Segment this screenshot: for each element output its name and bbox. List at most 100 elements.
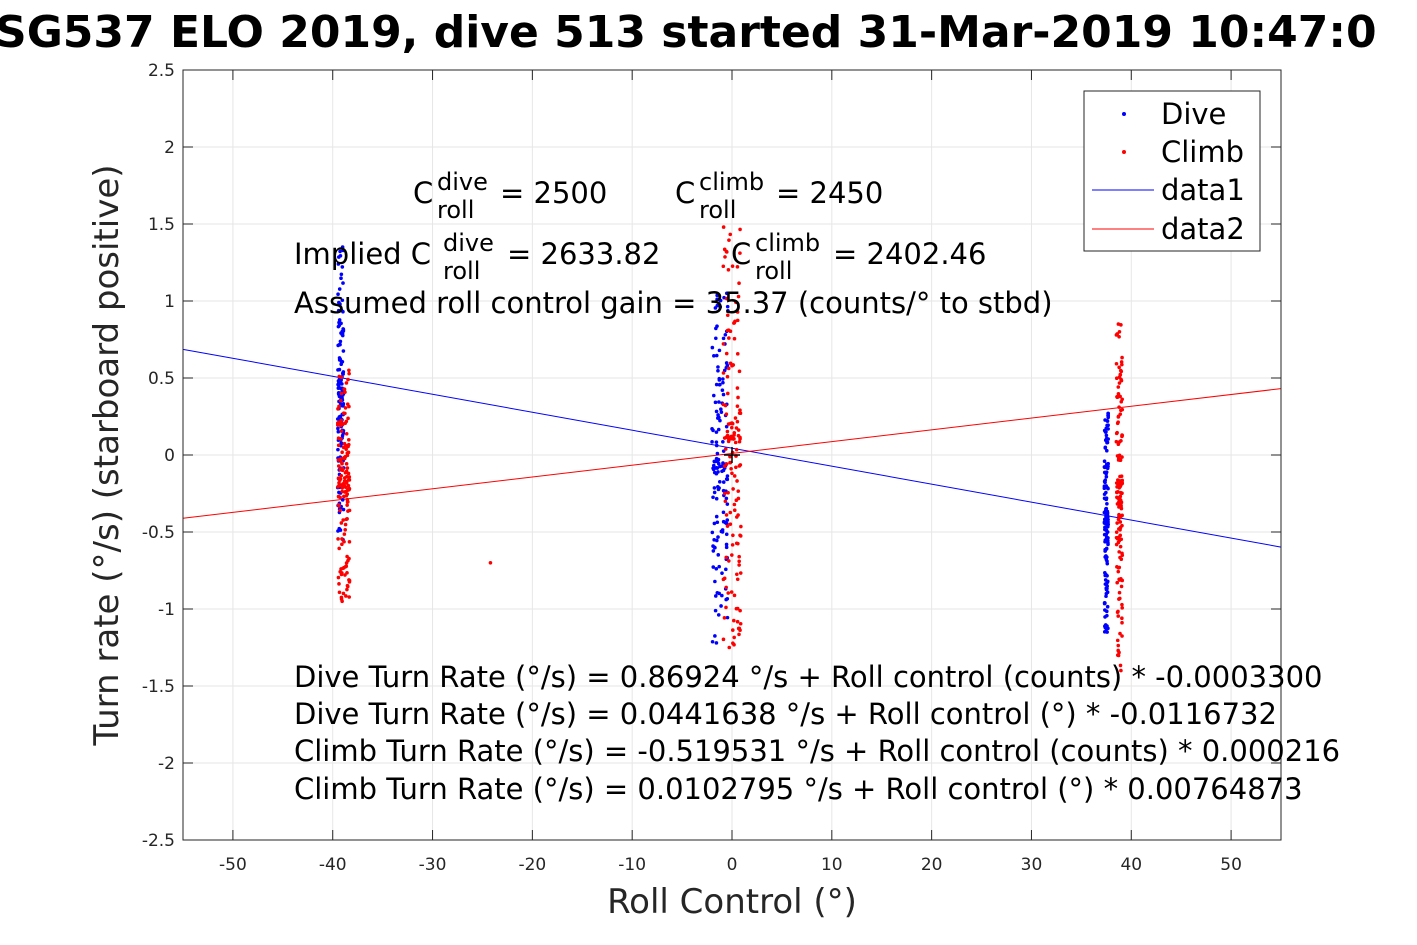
point-climb <box>1118 663 1123 668</box>
point-climb <box>341 591 346 596</box>
legend-label-data2: data2 <box>1161 212 1245 246</box>
point-dive <box>724 545 729 550</box>
point-climb <box>732 502 737 507</box>
point-dive <box>715 520 720 525</box>
point-climb <box>336 407 340 411</box>
point-dive <box>716 484 720 489</box>
point-dive <box>1106 522 1110 527</box>
point-climb <box>346 509 350 513</box>
point-dive <box>1104 490 1108 495</box>
point-dive <box>714 459 719 464</box>
point-dive <box>1105 624 1109 628</box>
point-dive <box>720 571 724 575</box>
point-climb <box>724 250 729 254</box>
point-dive <box>341 349 346 353</box>
point-climb <box>340 537 344 541</box>
point-climb <box>730 363 735 367</box>
point-climb <box>737 563 741 567</box>
point-climb <box>735 515 739 519</box>
legend-label-dive: Dive <box>1161 97 1226 131</box>
point-dive <box>720 530 725 534</box>
gain-annotation: Assumed roll control gain = 35.37 (count… <box>294 286 1053 320</box>
point-climb <box>1119 323 1123 327</box>
point-dive <box>337 526 342 531</box>
point-climb <box>343 406 348 410</box>
point-climb <box>725 391 730 396</box>
point-dive <box>1102 465 1107 469</box>
y-axis-label: Turn rate (°/s) (starboard positive) <box>87 164 127 746</box>
point-climb <box>346 483 351 488</box>
point-climb <box>737 439 742 444</box>
point-climb <box>738 227 742 232</box>
point-climb <box>346 450 351 455</box>
implied-climb-value: = 2402.46 <box>833 237 986 271</box>
point-climb <box>1116 420 1120 424</box>
point-climb <box>1117 538 1122 543</box>
c-roll-climb-value: = 2450 <box>776 176 883 210</box>
point-climb <box>1117 334 1121 339</box>
point-climb <box>726 268 731 272</box>
implied-climb-sub: roll <box>755 257 792 285</box>
point-dive <box>337 367 342 372</box>
point-dive <box>721 377 725 381</box>
point-climb <box>723 447 728 451</box>
point-climb <box>1116 385 1121 389</box>
point-climb <box>727 336 731 340</box>
point-climb <box>727 559 731 563</box>
point-climb <box>343 470 348 475</box>
point-climb <box>345 584 350 589</box>
point-climb <box>1115 394 1119 399</box>
point-climb <box>1120 616 1124 621</box>
implied-dive-sup: dive <box>443 229 494 257</box>
point-dive <box>1104 532 1109 536</box>
point-dive <box>720 388 725 393</box>
point-dive <box>716 553 721 557</box>
point-climb <box>726 490 730 495</box>
point-climb <box>344 419 349 424</box>
point-climb <box>1114 439 1119 444</box>
x-tick-label: 10 <box>821 855 843 875</box>
point-climb <box>737 281 741 285</box>
point-climb <box>734 426 739 430</box>
point-dive <box>1102 484 1107 488</box>
point-climb <box>737 559 741 564</box>
c-roll-dive-value: = 2500 <box>500 176 607 210</box>
point-dive <box>1103 578 1108 582</box>
legend: Dive Climb data1 data2 <box>1083 90 1261 252</box>
point-climb <box>338 398 343 403</box>
point-dive <box>721 510 726 515</box>
point-climb <box>1120 606 1124 610</box>
point-climb <box>1116 489 1120 494</box>
point-climb <box>339 391 344 396</box>
c-roll-dive-sub: roll <box>437 196 474 224</box>
point-dive <box>714 496 719 501</box>
point-dive <box>339 362 343 367</box>
point-climb <box>1120 620 1124 625</box>
point-climb <box>725 328 730 333</box>
point-climb <box>1119 438 1123 443</box>
point-climb <box>346 471 351 476</box>
point-dive <box>1106 415 1111 420</box>
point-climb <box>725 313 730 318</box>
point-dive <box>718 382 722 387</box>
point-climb <box>725 429 730 434</box>
y-tick-label: 0 <box>164 446 175 466</box>
point-dive <box>718 298 722 303</box>
point-dive <box>339 308 344 312</box>
point-dive <box>1105 440 1109 445</box>
point-dive <box>1102 496 1107 501</box>
point-dive <box>1102 470 1107 475</box>
point-climb <box>1118 596 1122 601</box>
point-climb <box>1114 530 1119 534</box>
point-climb <box>347 475 352 479</box>
point-climb <box>339 429 344 433</box>
point-climb <box>735 572 739 577</box>
point-dive <box>340 245 345 249</box>
point-dive <box>725 477 730 482</box>
point-dive <box>721 439 725 444</box>
point-climb <box>338 495 342 500</box>
point-dive <box>1105 604 1110 609</box>
point-dive <box>725 474 730 478</box>
point-climb <box>340 542 344 547</box>
